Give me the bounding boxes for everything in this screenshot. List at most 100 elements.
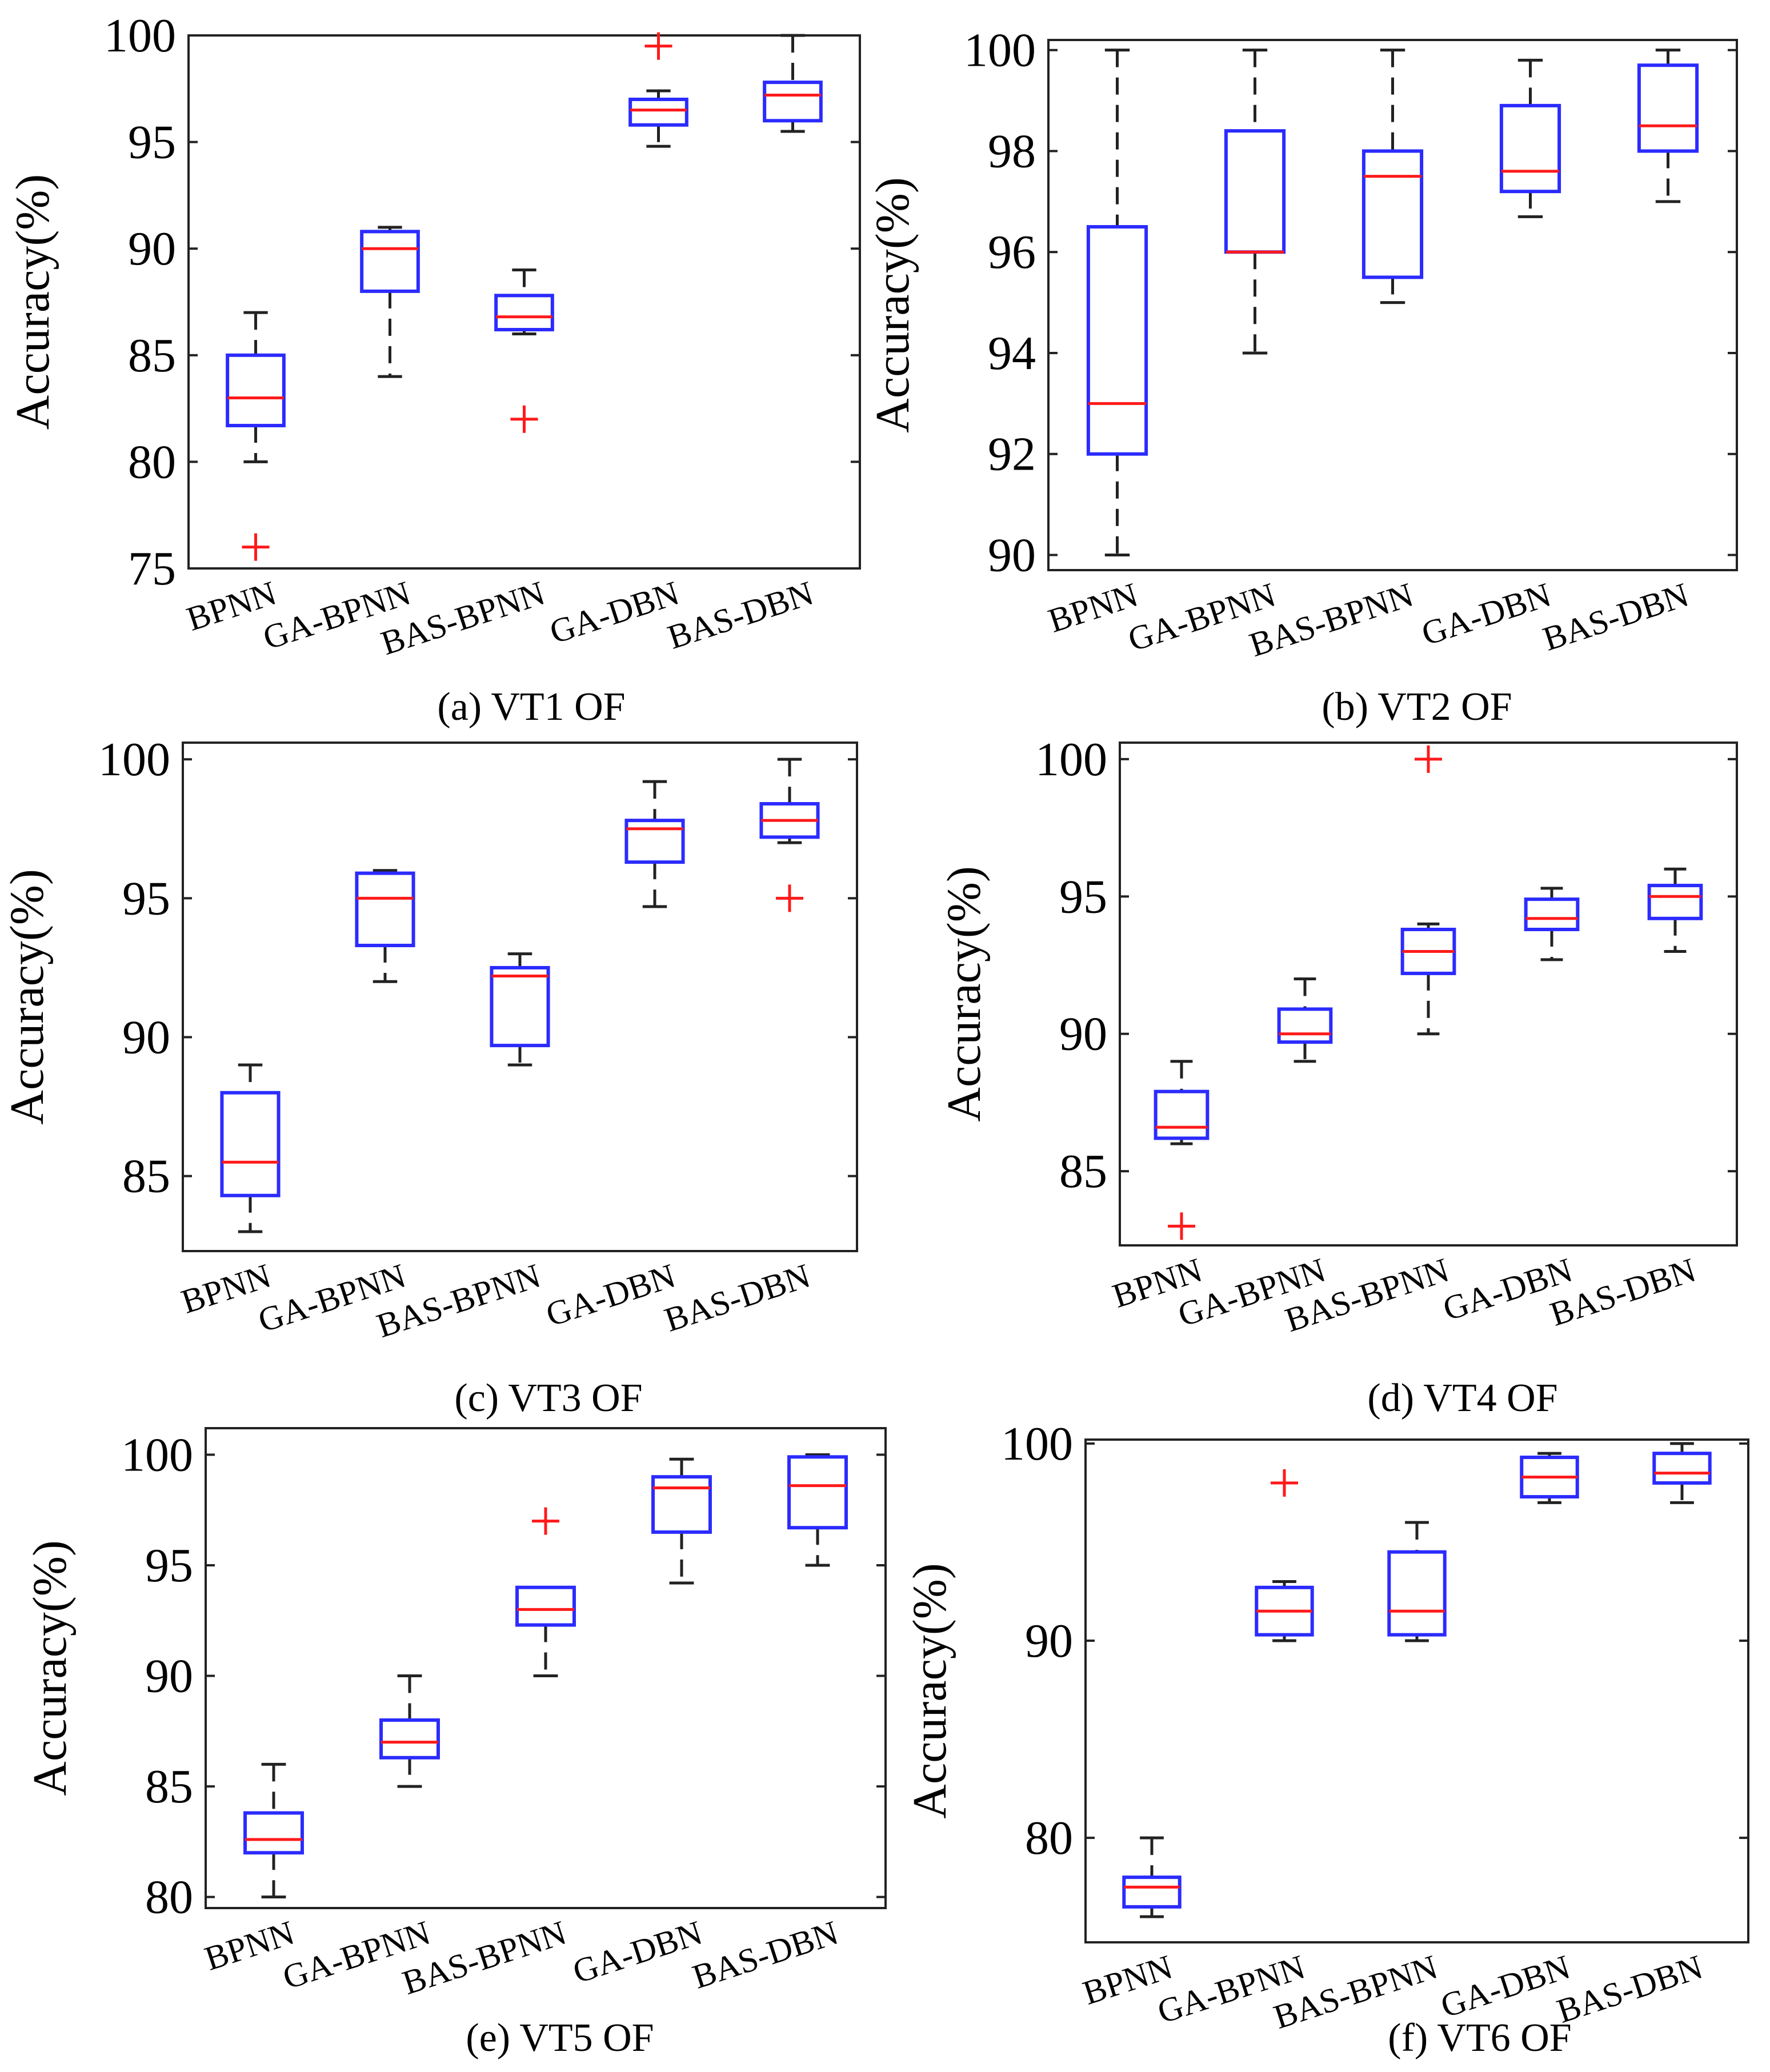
box-iqr (515, 1585, 576, 1627)
box-iqr (355, 871, 415, 948)
box-4 (1637, 49, 1699, 203)
box-3 (1520, 1452, 1579, 1504)
box-3 (1524, 887, 1580, 961)
y-tick-label: 85 (128, 329, 176, 382)
box-2 (1400, 745, 1456, 1036)
y-axis-label: Accuracy(%) (6, 174, 59, 430)
panel-caption: (e) VT5 OF (466, 2016, 654, 2060)
box-4 (1647, 867, 1703, 953)
box-1 (379, 1674, 440, 1788)
box-3 (651, 1457, 712, 1585)
box-0 (1122, 1836, 1182, 1918)
box-iqr (624, 819, 685, 864)
box-iqr (1277, 1007, 1333, 1044)
y-tick-label: 80 (1025, 1812, 1073, 1865)
box-iqr (787, 1455, 848, 1530)
box-iqr (1387, 1550, 1447, 1637)
y-tick-label: 90 (1059, 1008, 1107, 1061)
y-tick-label: 95 (122, 872, 170, 925)
box-iqr (1361, 149, 1424, 279)
x-category-label: BAS-DBN (660, 1257, 815, 1339)
y-axis-label: Accuracy(%) (1, 869, 54, 1125)
box-iqr (1224, 129, 1286, 254)
box-4 (763, 34, 823, 133)
x-category-label: BAS-DBN (1552, 1948, 1707, 2030)
box-iqr (360, 230, 420, 293)
panel-caption: (f) VT6 OF (1388, 2016, 1571, 2060)
box-1 (1224, 49, 1286, 355)
box-iqr (220, 1091, 281, 1197)
box-iqr (1524, 897, 1580, 931)
y-tick-label: 90 (1025, 1614, 1073, 1668)
panel-caption: (b) VT2 OF (1322, 685, 1512, 729)
y-tick-label: 92 (988, 428, 1036, 481)
box-iqr (243, 1811, 304, 1855)
y-tick-label: 80 (128, 435, 176, 488)
y-axis-label: Accuracy(%) (23, 1540, 77, 1796)
y-tick-label: 90 (145, 1650, 193, 1703)
y-tick-label: 95 (128, 116, 176, 169)
box-0 (220, 1063, 281, 1233)
y-tick-label: 85 (122, 1150, 170, 1203)
box-iqr (490, 965, 550, 1048)
box-iqr (1652, 1452, 1712, 1485)
box-2 (1361, 49, 1424, 304)
plot-frame (205, 1427, 887, 1909)
y-tick-label: 95 (1059, 870, 1107, 923)
y-tick-label: 98 (988, 125, 1036, 178)
panel-2: 859095100Accuracy(%)BPNNGA-BPNNBAS-BPNNG… (1, 733, 858, 1420)
box-2 (515, 1507, 576, 1678)
box-iqr (628, 97, 688, 127)
panel-4: 80859095100Accuracy(%)BPNNGA-BPNNBAS-BPN… (23, 1427, 887, 2060)
y-tick-label: 90 (122, 1011, 170, 1064)
box-0 (243, 1762, 304, 1899)
panel-caption: (c) VT3 OF (454, 1376, 642, 1420)
y-tick-label: 100 (98, 733, 170, 786)
box-4 (1652, 1442, 1712, 1504)
box-1 (360, 226, 420, 378)
panel-0: 7580859095100Accuracy(%)BPNNGA-BPNNBAS-B… (6, 9, 861, 729)
y-tick-label: 90 (128, 222, 176, 275)
x-category-label: GA-DBN (1436, 1948, 1575, 2025)
x-category-label: GA-DBN (542, 1257, 680, 1334)
panel-3: 859095100Accuracy(%)BPNNGA-BPNNBAS-BPNNG… (938, 733, 1738, 1420)
box-iqr (1154, 1089, 1210, 1140)
y-tick-label: 100 (964, 24, 1036, 77)
x-category-label: BAS-DBN (688, 1914, 843, 1996)
box-iqr (651, 1475, 712, 1534)
box-0 (226, 311, 286, 561)
panel-caption: (a) VT1 OF (437, 685, 625, 729)
y-tick-label: 85 (1059, 1145, 1107, 1198)
box-iqr (379, 1718, 440, 1760)
y-axis-label: Accuracy(%) (903, 1563, 956, 1819)
y-tick-label: 100 (104, 9, 176, 62)
y-tick-label: 90 (988, 528, 1036, 582)
box-iqr (1647, 884, 1703, 920)
y-tick-label: 75 (128, 542, 176, 595)
y-axis-label: Accuracy(%) (866, 177, 919, 433)
plot-frame (1119, 742, 1738, 1247)
box-2 (494, 268, 554, 433)
plot-frame (1047, 39, 1738, 571)
y-tick-label: 95 (145, 1539, 193, 1592)
box-3 (1499, 58, 1561, 218)
box-4 (759, 758, 820, 912)
y-tick-label: 100 (121, 1428, 193, 1481)
box-3 (624, 780, 685, 908)
x-category-label: BAS-DBN (663, 574, 818, 656)
box-iqr (1086, 225, 1148, 456)
x-category-label: GA-DBN (568, 1914, 707, 1991)
y-tick-label: 94 (988, 327, 1036, 380)
panel-5: 8090100Accuracy(%)BPNNGA-BPNNBAS-BPNNGA-… (903, 1417, 1749, 2060)
box-iqr (494, 294, 554, 332)
box-iqr (226, 353, 286, 427)
y-tick-label: 96 (988, 226, 1036, 279)
box-iqr (763, 81, 823, 123)
y-tick-label: 80 (145, 1871, 193, 1924)
box-iqr (1122, 1875, 1182, 1909)
box-iqr (1637, 63, 1699, 153)
x-category-label: BAS-DBN (1539, 576, 1693, 658)
box-1 (1255, 1469, 1314, 1642)
